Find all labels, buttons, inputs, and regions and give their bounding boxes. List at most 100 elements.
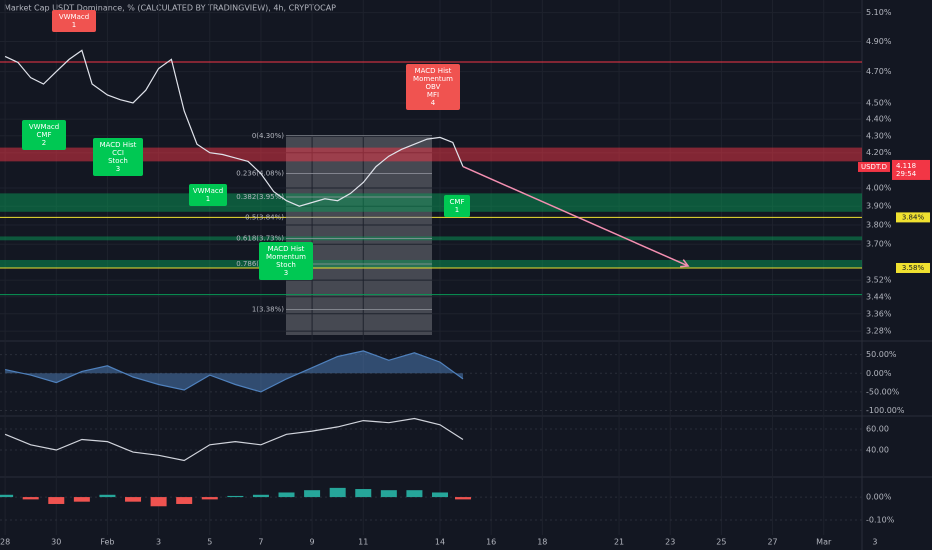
zone <box>0 147 862 162</box>
y-tick-label: 3.90% <box>866 202 892 211</box>
zone <box>0 193 862 212</box>
annotation-text: 1 <box>206 195 210 203</box>
arrow-head <box>680 259 690 268</box>
annotation-text: MACD Hist <box>415 67 452 75</box>
annotation-text: OBV <box>426 83 441 91</box>
annotation-text: MACD Hist <box>268 245 305 253</box>
x-tick-label: 25 <box>716 538 726 547</box>
annotation-box <box>259 242 313 280</box>
annotation-box <box>444 195 470 217</box>
x-tick-label: Feb <box>100 538 114 547</box>
histogram-bar <box>304 490 321 498</box>
price-label: 3.58% <box>902 264 925 272</box>
x-tick-label: 5 <box>207 538 212 547</box>
histogram-bar <box>125 497 142 502</box>
x-tick-label: 27 <box>767 538 777 547</box>
annotation-text: Momentum <box>413 75 453 83</box>
x-tick-label: 3 <box>156 538 161 547</box>
annotation-text: CMF <box>37 131 52 139</box>
x-tick-label: 9 <box>310 538 315 547</box>
annotation-text: 4 <box>431 99 436 107</box>
annotation-box <box>22 120 66 150</box>
y-tick-label: 4.30% <box>866 131 892 140</box>
last-price: 4.118 <box>896 162 916 170</box>
annotation-text: CCI <box>112 149 124 157</box>
histogram-bar <box>455 497 472 500</box>
histogram-bar <box>99 494 116 498</box>
fib-label: 0.382(3.95%) <box>236 193 284 201</box>
annotation-text: 1 <box>72 21 76 29</box>
x-tick-label: 18 <box>537 538 547 547</box>
y-tick-label: 5.10% <box>866 8 892 17</box>
fib-label: 0.5(3.84%) <box>245 213 284 221</box>
annotation-text: VWMacd <box>29 123 59 131</box>
price-label-box <box>896 212 930 223</box>
annotation-text: VWMacd <box>59 13 89 21</box>
series-line <box>4 417 464 462</box>
fib-label: 0.618(3.73%) <box>236 234 284 242</box>
x-tick-label: 21 <box>614 538 624 547</box>
x-tick-label: 30 <box>51 538 61 547</box>
y-tick-label: -50.00% <box>866 387 900 396</box>
y-tick-label: 40.00 <box>866 446 889 455</box>
series-line <box>4 49 464 207</box>
histogram-bar <box>432 492 448 498</box>
y-tick-label: 0.00% <box>866 493 892 502</box>
histogram-bar <box>406 490 423 498</box>
histogram-bar <box>22 497 39 500</box>
annotation-text: 2 <box>42 139 46 147</box>
projection-arrow <box>462 165 689 267</box>
y-tick-label: 4.20% <box>866 148 892 157</box>
x-tick-label: 16 <box>486 538 496 547</box>
y-tick-label: 50.00% <box>866 350 897 359</box>
date-range-highlight <box>286 137 432 335</box>
annotation-text: MFI <box>427 91 439 99</box>
x-tick-label: 28 <box>0 538 10 547</box>
annotation-box <box>189 184 227 206</box>
annotation-text: 3 <box>116 165 120 173</box>
x-tick-label: 7 <box>258 538 263 547</box>
histogram-bar <box>278 492 295 498</box>
price-label-box <box>896 262 930 273</box>
y-tick-label: 4.50% <box>866 98 892 107</box>
annotation-text: 3 <box>284 269 288 277</box>
y-tick-label: 3.28% <box>866 327 892 336</box>
y-tick-label: 0.00% <box>866 369 892 378</box>
annotation-text: CMF <box>450 198 465 206</box>
y-tick-label: 3.44% <box>866 292 892 301</box>
y-tick-label: 4.00% <box>866 183 892 192</box>
annotation-box <box>52 10 96 32</box>
histogram-bar <box>48 497 65 504</box>
chart-title: Market Cap USDT Dominance, % (CALCULATED… <box>4 4 336 13</box>
y-tick-label: -100.00% <box>866 406 905 415</box>
histogram-bar <box>252 494 269 498</box>
x-tick-label: Mar <box>816 538 832 547</box>
histogram-bar <box>355 489 372 498</box>
y-tick-label: 3.36% <box>866 309 892 318</box>
y-tick-label: 4.70% <box>866 67 892 76</box>
price-label: 3.84% <box>902 213 925 221</box>
annotation-text: MACD Hist <box>100 141 137 149</box>
last-price-box <box>892 159 930 180</box>
annotation-box <box>406 64 460 110</box>
symbol-box <box>858 161 890 172</box>
fib-label: 1(3.38%) <box>252 305 284 313</box>
series-line <box>4 350 464 393</box>
annotation-box <box>93 138 143 176</box>
x-tick-label: 11 <box>358 538 368 547</box>
y-tick-label: -0.10% <box>866 516 895 525</box>
histogram-bar <box>73 497 90 502</box>
histogram-bar <box>150 497 167 507</box>
fib-label: 0(4.30%) <box>252 132 284 140</box>
histogram-bar <box>0 494 14 498</box>
area <box>5 350 464 392</box>
y-tick-label: 60.00 <box>866 425 889 434</box>
annotation-text: Stoch <box>276 261 296 269</box>
x-tick-label: 3 <box>872 538 877 547</box>
